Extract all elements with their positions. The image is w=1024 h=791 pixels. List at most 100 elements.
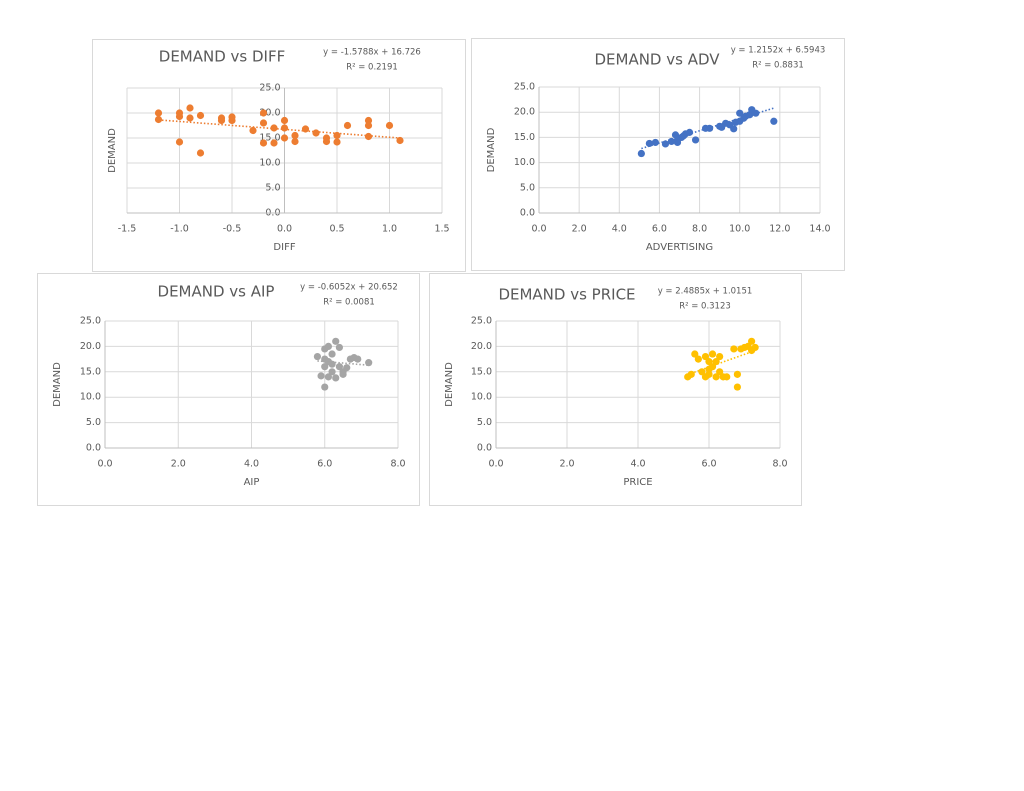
- data-point: [339, 370, 347, 378]
- data-point: [321, 355, 329, 363]
- data-point: [343, 121, 352, 130]
- chart: DEMAND vs PRICE 0.0 5.0 10.0 15.0 20.0 25.0 0.0…: [429, 273, 802, 506]
- y-tick-label: 0.0: [520, 208, 535, 219]
- data-point: [691, 350, 699, 358]
- data-point: [651, 138, 660, 147]
- data-point: [332, 374, 340, 382]
- data-point: [736, 109, 744, 117]
- y-tick-label: 5.0: [477, 417, 492, 428]
- data-point: [186, 104, 194, 112]
- x-axis-title: ADVERTISING: [646, 242, 713, 253]
- y-tick-label: 15.0: [80, 366, 101, 377]
- data-point: [328, 368, 336, 376]
- x-tick-label: 8.0: [390, 459, 405, 470]
- data-point: [335, 343, 343, 352]
- x-tick-label: -1.5: [118, 224, 137, 235]
- x-axis-title: AIP: [244, 477, 260, 488]
- data-point: [154, 115, 163, 124]
- y-tick-label: 0.0: [86, 443, 101, 454]
- data-point: [354, 355, 362, 363]
- data-point: [730, 345, 738, 353]
- data-point: [364, 116, 373, 125]
- x-tick-label: 4.0: [630, 459, 645, 470]
- data-point: [196, 111, 205, 120]
- data-point: [317, 372, 325, 380]
- y-tick-label: 25.0: [259, 83, 280, 94]
- data-point: [708, 350, 717, 358]
- x-tick-label: 2.0: [559, 459, 574, 470]
- trendline: [317, 360, 369, 367]
- trendline-equation: y = -0.6052x + 20.652: [300, 283, 398, 293]
- data-point: [733, 370, 742, 378]
- data-point: [259, 109, 268, 117]
- y-tick-label: 20.0: [259, 108, 280, 119]
- data-point: [770, 117, 778, 125]
- data-point: [328, 360, 336, 368]
- r-squared: R² = 0.3123: [679, 302, 731, 312]
- x-tick-label: -0.5: [223, 224, 242, 235]
- x-tick-label: 0.0: [277, 224, 292, 235]
- data-point: [291, 131, 299, 140]
- y-tick-label: 10.0: [80, 392, 101, 403]
- y-tick-label: 25.0: [80, 316, 101, 327]
- data-point: [723, 373, 731, 381]
- chart-title: DEMAND vs DIFF: [159, 48, 285, 66]
- x-tick-label: 12.0: [769, 224, 790, 235]
- chart-title: DEMAND vs ADV: [594, 51, 720, 69]
- x-tick-label: 1.5: [434, 224, 449, 235]
- data-point: [691, 136, 700, 144]
- data-point: [249, 126, 257, 135]
- data-point: [364, 121, 373, 130]
- data-point: [705, 358, 713, 366]
- y-axis-title: DEMAND: [486, 127, 497, 172]
- data-point: [196, 149, 205, 157]
- data-point: [328, 350, 336, 358]
- data-point: [718, 123, 726, 131]
- chart: DEMAND vs AIP 0.0 5.0 10.0 15.0 20.0 25.0 0.0 2.…: [37, 273, 420, 506]
- data-point: [324, 373, 333, 381]
- data-point: [280, 124, 289, 132]
- y-tick-label: 10.0: [514, 157, 535, 168]
- x-tick-label: 6.0: [652, 224, 667, 235]
- data-point: [270, 139, 278, 147]
- y-tick-label: 10.0: [471, 392, 492, 403]
- x-tick-label: 0.0: [488, 459, 503, 470]
- y-tick-label: 15.0: [471, 366, 492, 377]
- data-point: [364, 132, 373, 141]
- x-tick-label: 14.0: [809, 224, 830, 235]
- data-point: [679, 132, 688, 140]
- data-point: [175, 112, 184, 121]
- x-tick-label: 8.0: [772, 459, 787, 470]
- data-point: [701, 352, 710, 361]
- y-tick-label: 20.0: [80, 341, 101, 352]
- data-point: [313, 352, 322, 361]
- chart: DEMAND vs DIFF 0.0 5.0 10.0 15.0 20.0 25.0 -1.5…: [92, 39, 466, 272]
- x-axis-title: PRICE: [623, 477, 652, 488]
- chart-title: DEMAND vs AIP: [158, 283, 275, 301]
- data-point: [748, 337, 756, 345]
- data-point: [259, 139, 268, 147]
- x-tick-label: 0.5: [329, 224, 344, 235]
- data-point: [673, 136, 682, 144]
- data-point: [685, 128, 694, 136]
- data-point: [280, 116, 289, 125]
- data-point: [751, 343, 759, 352]
- data-point: [365, 359, 373, 367]
- data-point: [322, 134, 331, 142]
- data-point: [343, 364, 351, 372]
- y-tick-label: 15.0: [259, 133, 280, 144]
- data-point: [291, 137, 299, 146]
- data-point: [694, 355, 702, 363]
- y-tick-label: 25.0: [471, 316, 492, 327]
- data-point: [186, 114, 194, 122]
- x-tick-label: 2.0: [171, 459, 186, 470]
- trendline-equation: y = 2.4885x + 1.0151: [658, 287, 753, 297]
- y-tick-label: 5.0: [520, 182, 535, 193]
- data-point: [667, 137, 676, 146]
- y-tick-label: 15.0: [514, 132, 535, 143]
- r-squared: R² = 0.0081: [323, 298, 375, 308]
- y-axis-title: DEMAND: [52, 362, 63, 407]
- trendline: [687, 349, 756, 376]
- y-tick-label: 10.0: [259, 158, 280, 169]
